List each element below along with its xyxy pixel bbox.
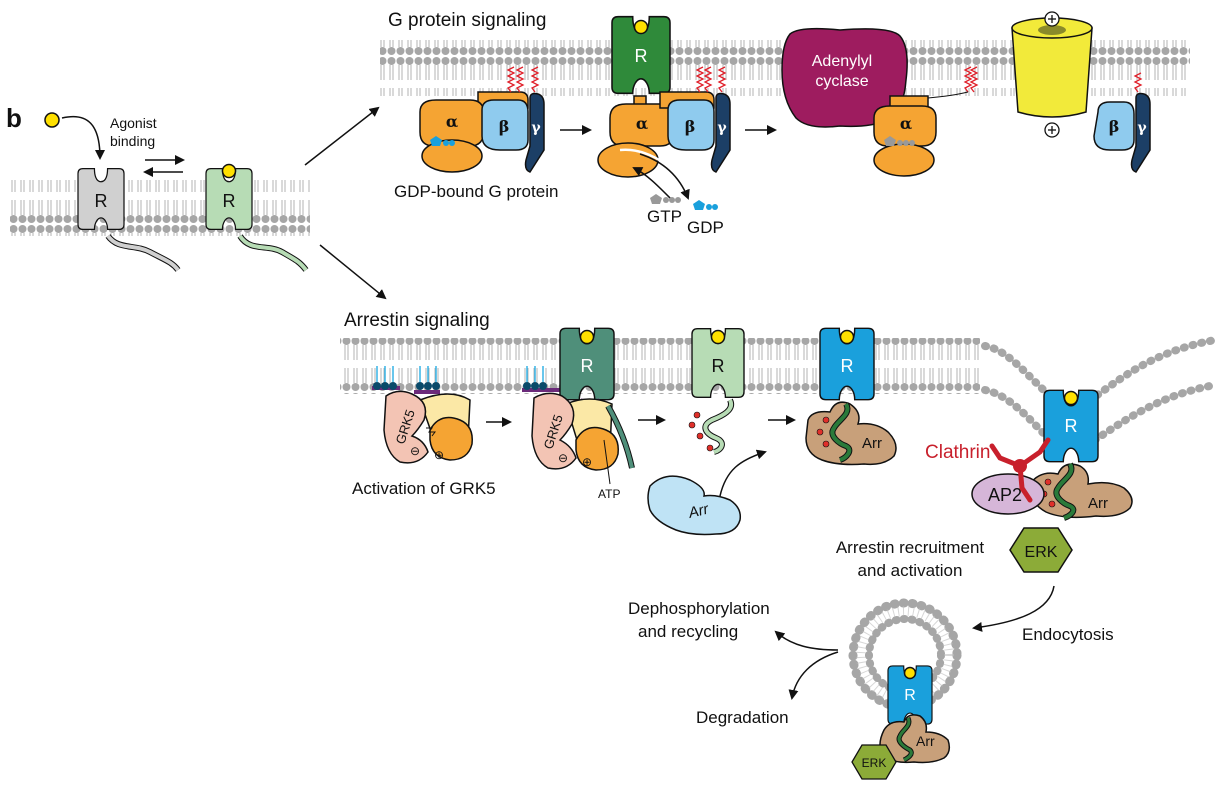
arr-label-free: Arr bbox=[686, 500, 711, 522]
panel-letter: b bbox=[6, 103, 22, 133]
gdp-label: GDP bbox=[687, 218, 724, 237]
arr-label-vesicle: Arr bbox=[916, 733, 935, 749]
receptor-label-active: R bbox=[223, 191, 236, 211]
receptor-label-gprotein: R bbox=[635, 46, 648, 66]
agonist-ligand bbox=[44, 112, 60, 128]
receptor-phosphorylated: R bbox=[688, 327, 745, 455]
beta-glyph-1: β bbox=[499, 117, 510, 136]
receptor-label-grk: R bbox=[581, 356, 594, 376]
plus-sign-2: ⊕ bbox=[582, 455, 592, 469]
arrow-endocytosis bbox=[972, 585, 1055, 632]
recruit-label-2: and activation bbox=[858, 561, 963, 580]
arr-label-complex: Arr bbox=[862, 435, 882, 452]
receptor-label-inactive: R bbox=[95, 191, 108, 211]
gamma-glyph-1: γ bbox=[531, 120, 541, 136]
g-protein-gdp-bound: α β γ bbox=[419, 66, 545, 173]
recruit-label-1: Arrestin recruitment bbox=[836, 538, 985, 557]
minus-sign-1: ⊖ bbox=[410, 444, 420, 458]
gtp-label: GTP bbox=[647, 207, 682, 226]
membrane-curved bbox=[981, 336, 1217, 444]
arrow-dephos bbox=[774, 630, 839, 651]
receptor-inactive: R bbox=[77, 167, 181, 272]
endocytosis-label: Endocytosis bbox=[1022, 625, 1114, 644]
g-beta-gamma: β γ bbox=[1093, 72, 1151, 173]
activation-grk5-label: Activation of GRK5 bbox=[352, 479, 496, 498]
adenylyl-label-1: Adenylyl bbox=[812, 53, 872, 70]
arrow-to-gprotein bbox=[304, 106, 380, 166]
vesicle-receptor-complex: R Arr ERK bbox=[851, 665, 951, 780]
gamma-glyph-3: γ bbox=[1137, 120, 1147, 136]
gdp-molecule bbox=[693, 200, 718, 210]
ap2-label: AP2 bbox=[988, 485, 1022, 505]
receptor-label-vesicle: R bbox=[904, 687, 916, 704]
beta-glyph-2: β bbox=[685, 117, 696, 136]
arr-label-pit: Arr bbox=[1088, 495, 1108, 512]
receptor-label-arr: R bbox=[841, 356, 854, 376]
beta-glyph-3: β bbox=[1109, 117, 1120, 136]
agonist-label-2: binding bbox=[110, 133, 155, 149]
erk-label: ERK bbox=[1025, 544, 1058, 561]
membrane-left bbox=[10, 180, 310, 236]
alpha-glyph-2: α bbox=[636, 114, 648, 133]
gtp-molecule bbox=[650, 194, 681, 204]
adenylyl-label-2: cyclase bbox=[815, 73, 868, 90]
arrow-degradation bbox=[788, 651, 839, 700]
dephos-label-1: Dephosphorylation bbox=[628, 599, 770, 618]
minus-sign-2: ⊖ bbox=[558, 451, 568, 465]
receptor-clathrin-pit: R Arr AP2 ERK bbox=[971, 389, 1133, 573]
receptor-gprotein-complex: R α β γ bbox=[597, 15, 731, 203]
receptor-label-phos: R bbox=[712, 356, 725, 376]
erk-label-small: ERK bbox=[862, 756, 887, 770]
gamma-glyph-2: γ bbox=[717, 120, 727, 136]
clathrin-triskelion bbox=[989, 437, 1051, 503]
erk-hexagon-small bbox=[851, 744, 897, 780]
arrow-to-arrestin bbox=[319, 244, 387, 300]
plus-sign-1: ⊕ bbox=[434, 448, 444, 462]
atp-label: ATP bbox=[598, 487, 620, 501]
ion-channel bbox=[1011, 11, 1093, 138]
receptor-arrestin-complex: R Arr bbox=[805, 327, 897, 466]
grk5-inactive: GRK5 ⊖ ⊕ bbox=[372, 366, 473, 464]
clathrin-label: Clathrin bbox=[925, 442, 990, 463]
agonist-arrow bbox=[61, 115, 105, 160]
gprotein-title: G protein signaling bbox=[388, 10, 546, 31]
gdp-bound-label: GDP-bound G protein bbox=[394, 182, 558, 201]
alpha-glyph-1: α bbox=[446, 112, 458, 131]
degradation-label: Degradation bbox=[696, 708, 789, 727]
receptor-label-pit: R bbox=[1065, 416, 1078, 436]
agonist-label-1: Agonist bbox=[110, 115, 157, 131]
receptor-active: R bbox=[205, 163, 309, 272]
alpha-glyph-3: α bbox=[900, 114, 912, 133]
dephos-label-2: and recycling bbox=[638, 622, 738, 641]
g-alpha-gtp: α bbox=[873, 66, 979, 177]
arrestin-free: Arr bbox=[647, 475, 742, 536]
grk5-active-complex: R GRK5 ⊖ ⊕ bbox=[522, 327, 635, 485]
erk-hexagon bbox=[1009, 527, 1073, 573]
arrow-arr-recruit bbox=[719, 449, 767, 497]
arrestin-title: Arrestin signaling bbox=[344, 310, 490, 331]
